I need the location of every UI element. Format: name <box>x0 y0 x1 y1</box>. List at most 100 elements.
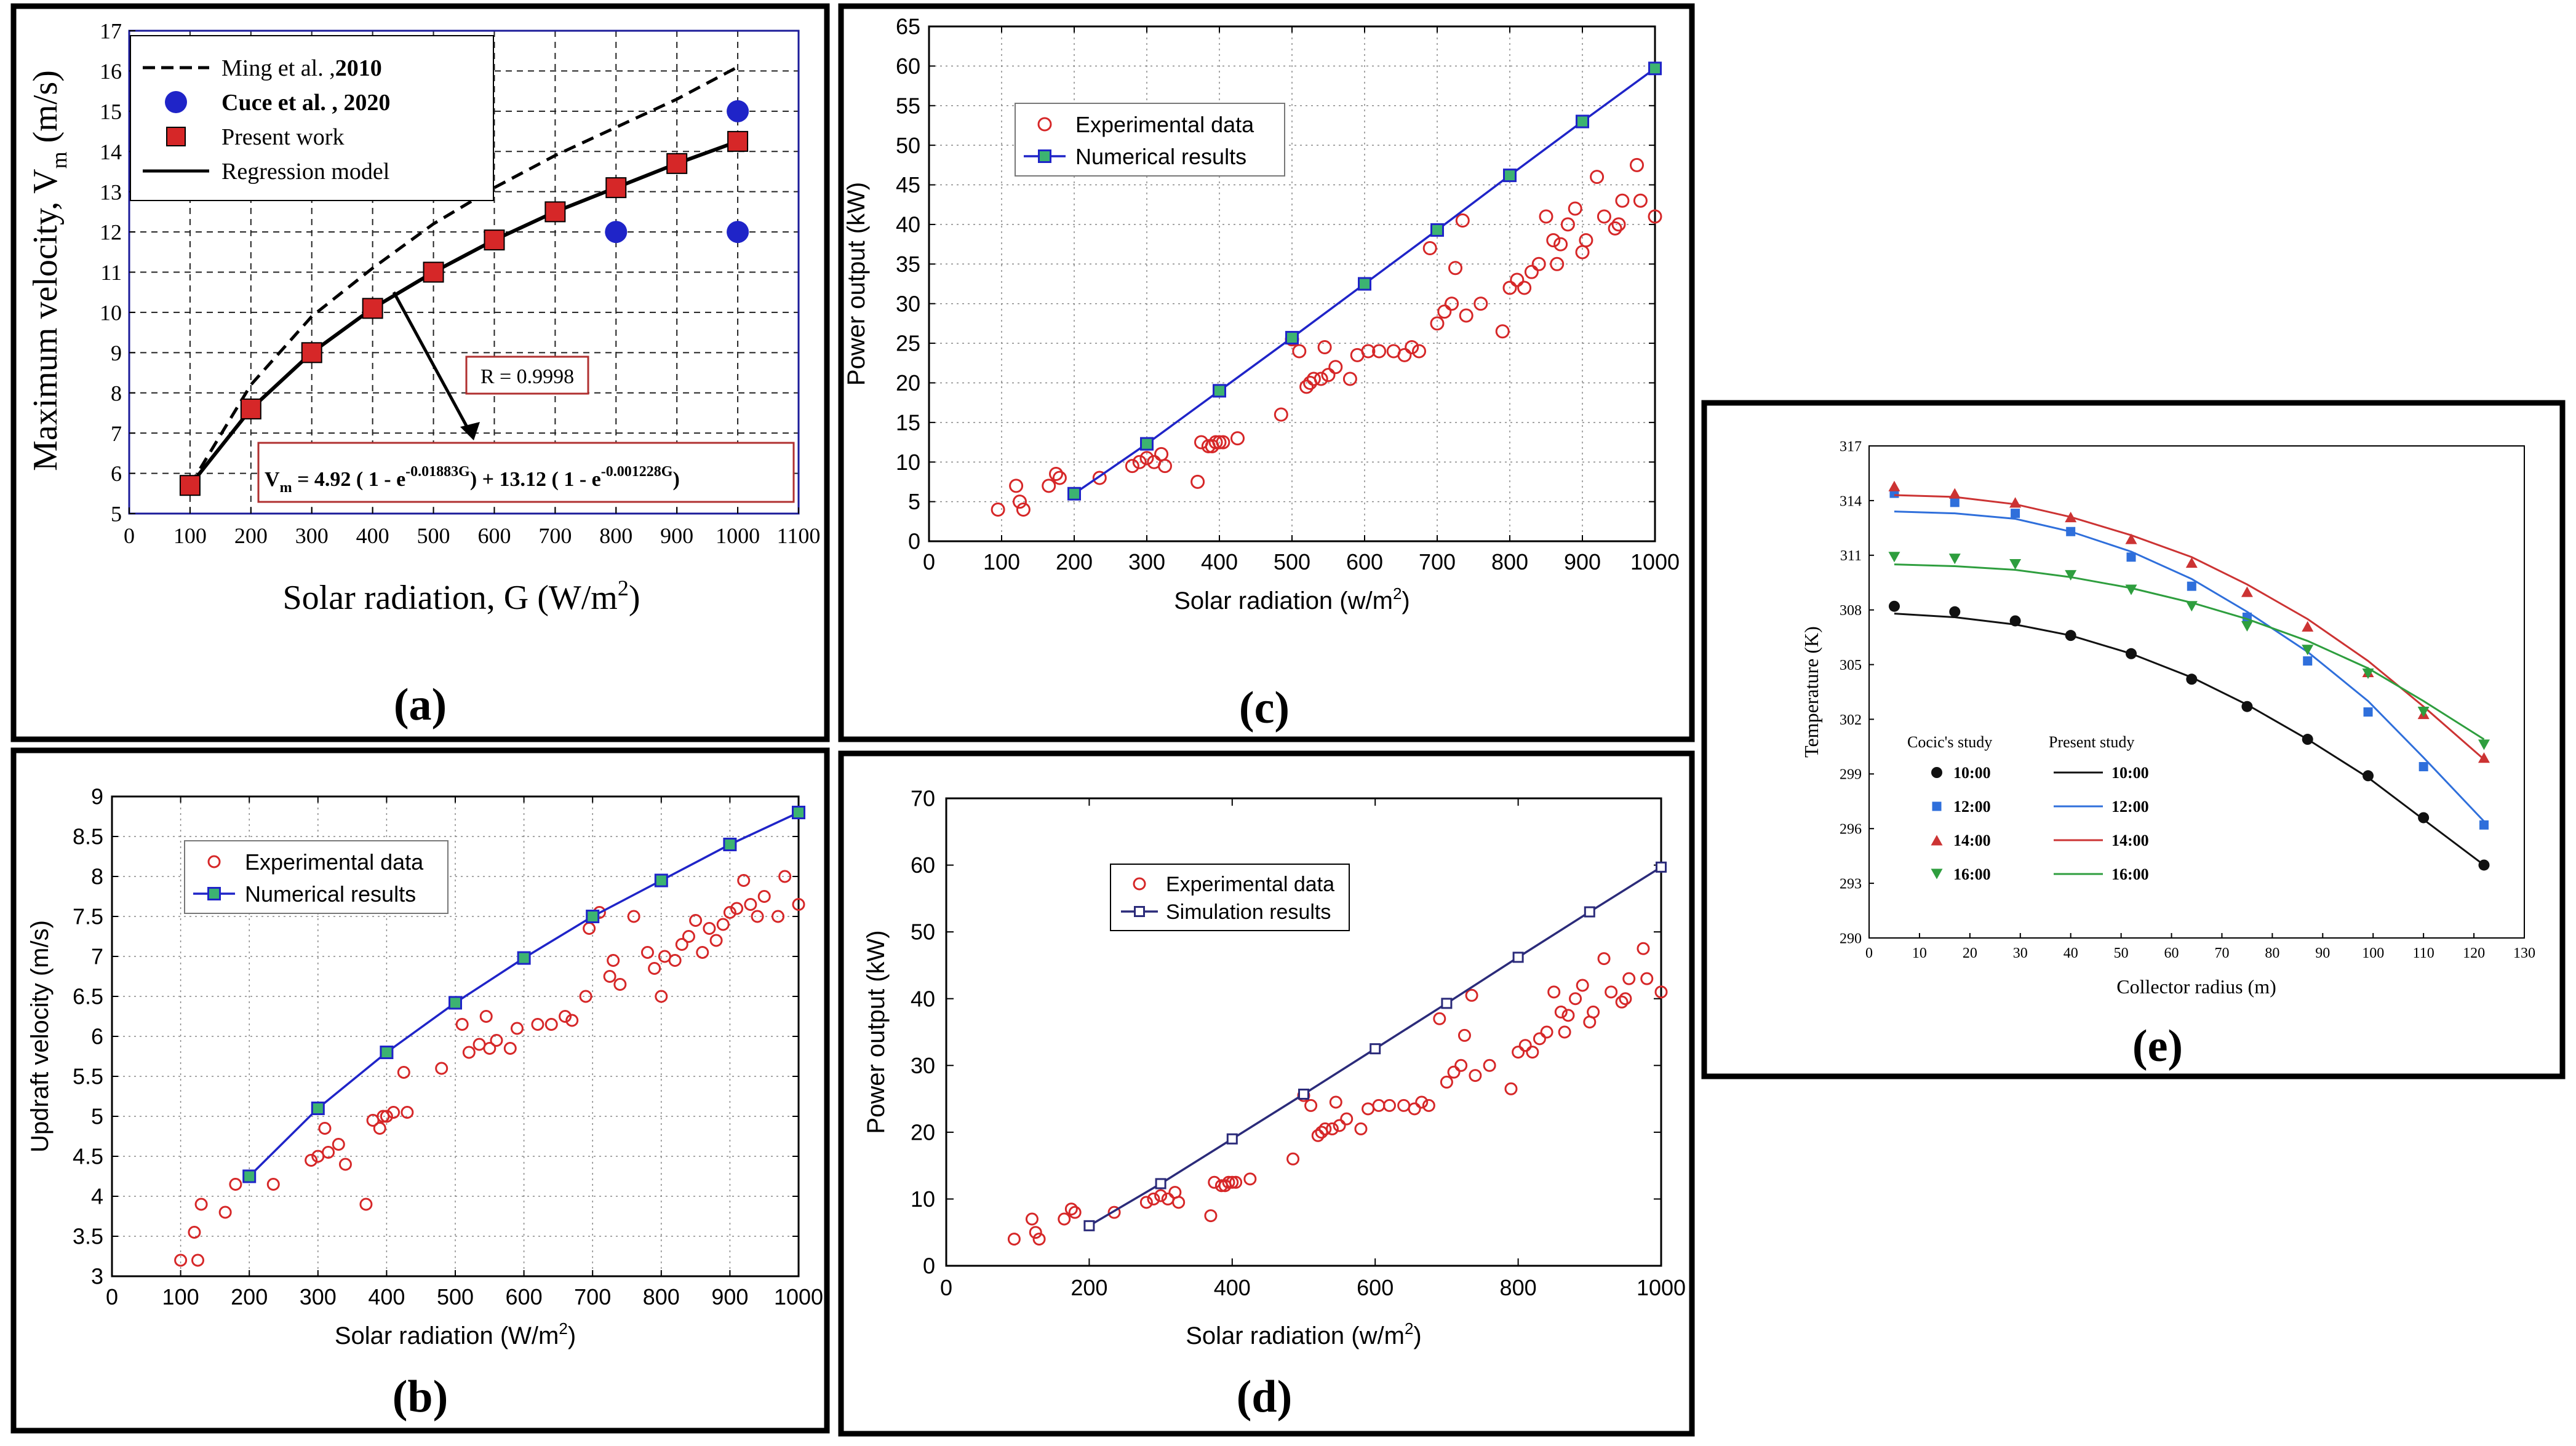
legend-header: Present study <box>2049 733 2134 751</box>
x-axis-title-sup: 2 <box>1393 584 1402 603</box>
y-tick-label: 50 <box>896 133 920 158</box>
experimental-point <box>1558 1025 1571 1039</box>
experimental-point <box>373 1122 386 1135</box>
point-10-00 <box>1949 606 1961 618</box>
experimental-point <box>1504 1082 1518 1095</box>
x-axis-title-end: ) <box>568 1322 576 1349</box>
experimental-point <box>1125 459 1139 474</box>
experimental-point <box>655 990 668 1003</box>
experimental-point <box>1433 1012 1446 1025</box>
annotation-arrow <box>392 291 473 435</box>
x-axis-title-end: ) <box>1413 1322 1421 1349</box>
point-10-00 <box>2126 648 2137 659</box>
x-axis-title-sup: 2 <box>1405 1319 1413 1338</box>
x-tick-label: 300 <box>300 1284 337 1309</box>
experimental-point <box>455 1018 469 1031</box>
experimental-point <box>322 1146 335 1159</box>
experimental-point <box>1029 1226 1042 1239</box>
x-tick-label: 0 <box>923 549 935 574</box>
experimental-point <box>1422 1098 1435 1112</box>
y-tick-label: 5 <box>908 489 920 514</box>
experimental-point <box>1139 1196 1153 1209</box>
fit-line-1200 <box>1894 510 2485 822</box>
x-axis-title: Solar radiation, G (W/m2) <box>283 576 640 617</box>
experimental-point <box>1286 1152 1300 1166</box>
experimental-point <box>668 954 682 967</box>
experimental-point <box>531 1018 544 1031</box>
experimental-point <box>1317 340 1332 355</box>
experimental-point <box>435 1062 449 1075</box>
experimental-point <box>1483 1059 1496 1072</box>
x-tick-label: 20 <box>1963 945 1977 961</box>
experimental-point <box>565 1014 579 1027</box>
y-tick-label: 15 <box>100 99 122 124</box>
numerical-point <box>242 1169 257 1183</box>
x-tick-label: 900 <box>660 523 693 548</box>
legend-label: 10:00 <box>1953 764 1991 782</box>
legend-label: Numerical results <box>245 881 416 907</box>
x-tick-label: 600 <box>477 523 511 548</box>
x-tick-label: 700 <box>1419 549 1456 574</box>
y-tick-label: 55 <box>896 93 920 118</box>
x-axis-title-text: Solar radiation (W/m <box>335 1322 559 1349</box>
y-tick-label: 10 <box>911 1186 935 1212</box>
experimental-point <box>1630 157 1644 172</box>
point-14-00 <box>2478 752 2490 763</box>
legend-box <box>1015 103 1285 177</box>
y-tick-label: 20 <box>896 370 920 395</box>
experimental-point <box>1212 435 1227 450</box>
experimental-point <box>1009 479 1024 493</box>
y-tick-label: 30 <box>896 291 920 316</box>
experimental-point <box>387 1106 401 1119</box>
chart-c: 0 100 200 300 400 500 600 700 800 900 1000 0 5 10 15 20… <box>843 14 1680 733</box>
legend-label: 12:00 <box>2111 798 2149 816</box>
experimental-point <box>1007 1233 1021 1246</box>
legend-label: Regression model <box>221 159 389 185</box>
experimental-point <box>174 1253 188 1267</box>
legend-label: Cuce et al. , 2020 <box>221 90 390 116</box>
legend-label: 16:00 <box>2111 865 2149 883</box>
experimental-point <box>1052 471 1067 485</box>
experimental-point <box>1329 1095 1342 1109</box>
experimental-point <box>332 1138 345 1151</box>
y-tick-label: 9 <box>111 341 122 365</box>
experimental-point <box>1454 1059 1468 1072</box>
x-axis-title-text: Solar radiation (w/m <box>1174 587 1393 614</box>
y-tick-label: 17 <box>100 19 122 44</box>
x-axis-title: Collector radius (m) <box>2116 975 2276 998</box>
x-tick-label: 0 <box>124 523 135 548</box>
experimental-point <box>1190 474 1205 489</box>
y-tick-label: 10 <box>896 450 920 475</box>
y-tick-label: 6.5 <box>73 984 103 1009</box>
experimental-point <box>1517 280 1532 295</box>
point-12-00 <box>1950 498 1960 507</box>
y-tick-label: 305 <box>1840 657 1862 673</box>
y-tick-label: 8 <box>111 381 122 405</box>
experimental-point <box>305 1154 318 1167</box>
present-work-point <box>544 201 566 223</box>
present-work-point <box>484 229 505 251</box>
y-tick-label: 293 <box>1840 876 1862 892</box>
present-work-point <box>301 342 322 363</box>
point-12-00 <box>2011 509 2020 518</box>
experimental-point <box>401 1106 414 1119</box>
numerical-point <box>1140 437 1154 451</box>
point-16-00 <box>2417 707 2430 718</box>
numerical-point <box>1430 223 1444 237</box>
numerical-point <box>1285 331 1299 345</box>
experimental-point <box>703 922 716 935</box>
y-axis-title: Temperature (K) <box>1800 626 1822 758</box>
legend-label: Experimental data <box>245 849 424 875</box>
experimental-point <box>778 870 792 883</box>
experimental-point <box>1204 1209 1218 1223</box>
experimental-point <box>1405 340 1419 355</box>
point-16-00 <box>2478 739 2490 750</box>
y-tick-label: 60 <box>911 852 935 878</box>
r-value-label: R = 0.9998 <box>481 365 574 388</box>
x-axis-title: Solar radiation (W/m2) <box>335 1319 576 1349</box>
present-work-point <box>423 261 444 283</box>
experimental-point <box>1605 985 1618 999</box>
y-tick-label: 3.5 <box>73 1224 103 1249</box>
experimental-point <box>579 990 592 1003</box>
x-tick-label: 800 <box>1500 1275 1537 1300</box>
